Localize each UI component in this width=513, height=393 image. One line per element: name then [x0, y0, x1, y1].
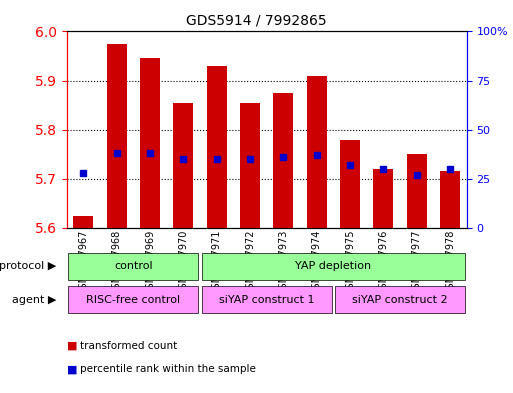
Bar — [207, 66, 227, 228]
Text: RISC-free control: RISC-free control — [86, 295, 181, 305]
Bar — [140, 59, 160, 228]
FancyBboxPatch shape — [68, 253, 199, 279]
Text: GDS5914 / 7992865: GDS5914 / 7992865 — [186, 14, 327, 28]
Text: transformed count: transformed count — [80, 341, 177, 351]
FancyBboxPatch shape — [202, 253, 465, 279]
Text: ■: ■ — [67, 364, 77, 375]
Bar — [440, 171, 460, 228]
Bar — [273, 93, 293, 228]
FancyBboxPatch shape — [68, 286, 199, 313]
Text: control: control — [114, 261, 153, 271]
Text: YAP depletion: YAP depletion — [295, 261, 371, 271]
Text: ■: ■ — [67, 341, 77, 351]
Bar — [240, 103, 260, 228]
Text: siYAP construct 2: siYAP construct 2 — [352, 295, 448, 305]
Bar — [340, 140, 360, 228]
Bar — [307, 75, 327, 228]
Bar — [173, 103, 193, 228]
Bar — [107, 44, 127, 228]
FancyBboxPatch shape — [335, 286, 465, 313]
Text: protocol ▶: protocol ▶ — [0, 261, 56, 271]
Bar — [407, 154, 427, 228]
FancyBboxPatch shape — [202, 286, 332, 313]
Bar — [73, 216, 93, 228]
Text: siYAP construct 1: siYAP construct 1 — [219, 295, 314, 305]
Text: percentile rank within the sample: percentile rank within the sample — [80, 364, 255, 375]
Text: agent ▶: agent ▶ — [12, 295, 56, 305]
Bar — [373, 169, 393, 228]
